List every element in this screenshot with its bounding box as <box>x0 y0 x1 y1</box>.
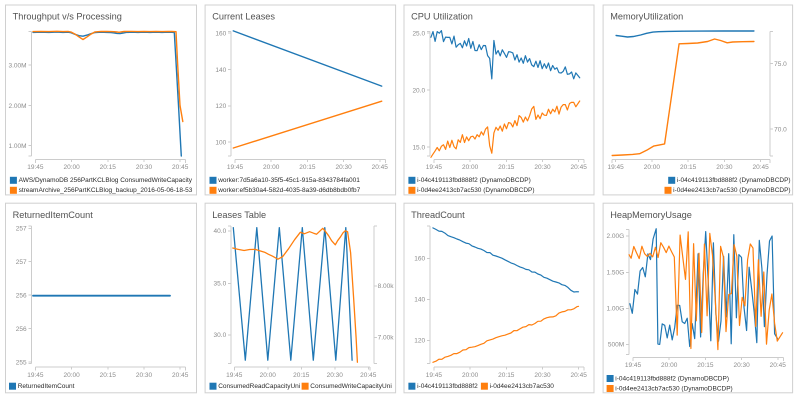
svg-text:CPU Utilization: CPU Utilization <box>411 12 473 22</box>
svg-text:19:45: 19:45 <box>426 164 443 171</box>
svg-text:20.0: 20.0 <box>412 87 425 94</box>
svg-text:20:30: 20:30 <box>136 164 153 171</box>
svg-text:i-04c419113fbd888f2 (DynamoDBC: i-04c419113fbd888f2 (DynamoDBCDP) <box>677 177 791 184</box>
svg-text:20:00: 20:00 <box>63 372 80 379</box>
svg-text:256: 256 <box>16 293 27 300</box>
svg-text:75.0: 75.0 <box>774 61 787 68</box>
svg-text:140: 140 <box>215 67 226 74</box>
svg-text:257: 257 <box>16 259 27 266</box>
svg-text:20:15: 20:15 <box>697 362 714 369</box>
svg-text:i-04c419113fbd888f2 (DynamoDBC: i-04c419113fbd888f2 (DynamoDBCDP) <box>417 177 531 184</box>
svg-text:20:15: 20:15 <box>100 372 117 379</box>
svg-text:40.0: 40.0 <box>214 228 227 235</box>
svg-text:20:15: 20:15 <box>100 164 117 171</box>
svg-text:19:45: 19:45 <box>625 362 642 369</box>
svg-text:AWS/DynamoDB 256PartKCLBlog Co: AWS/DynamoDB 256PartKCLBlog ConsumedWrit… <box>19 177 193 184</box>
svg-text:1.00G: 1.00G <box>606 306 624 313</box>
svg-text:160: 160 <box>215 30 226 37</box>
svg-text:worker:ef5b30a4-582d-4035-8a39: worker:ef5b30a4-582d-4035-8a39-d6db8bdb0… <box>217 187 360 194</box>
svg-text:i-0d4ee2413cb7ac530: i-0d4ee2413cb7ac530 <box>490 383 555 390</box>
svg-text:i-0d4ee2413cb7ac530 (DynamoDBC: i-0d4ee2413cb7ac530 (DynamoDBCDP) <box>673 187 790 194</box>
svg-text:30.0: 30.0 <box>214 332 227 339</box>
svg-text:3.00M: 3.00M <box>9 63 27 70</box>
svg-text:ReturnedItemCount: ReturnedItemCount <box>18 383 75 390</box>
svg-text:i-04c419113fbd888f2 (DynamoDBC: i-04c419113fbd888f2 (DynamoDBCDP) <box>615 375 729 382</box>
svg-text:2.00M: 2.00M <box>9 103 27 110</box>
svg-text:20:30: 20:30 <box>335 164 352 171</box>
svg-text:20:45: 20:45 <box>770 362 787 369</box>
svg-text:Current Leases: Current Leases <box>212 12 275 22</box>
svg-text:20:30: 20:30 <box>136 372 153 379</box>
svg-text:100: 100 <box>215 140 226 147</box>
svg-text:500M: 500M <box>608 342 624 349</box>
svg-text:20:00: 20:00 <box>63 164 80 171</box>
svg-text:19:45: 19:45 <box>426 372 443 379</box>
svg-text:HeapMemoryUsage: HeapMemoryUsage <box>610 210 692 220</box>
svg-text:20:00: 20:00 <box>462 372 479 379</box>
svg-text:20:15: 20:15 <box>498 372 515 379</box>
svg-text:19:45: 19:45 <box>27 164 44 171</box>
svg-text:257: 257 <box>16 226 27 233</box>
svg-text:20:30: 20:30 <box>733 362 750 369</box>
svg-text:20:45: 20:45 <box>172 372 189 379</box>
svg-text:20:30: 20:30 <box>716 164 733 171</box>
svg-text:20:30: 20:30 <box>534 164 551 171</box>
svg-text:ConsumedWriteCapacityUni: ConsumedWriteCapacityUni <box>310 383 392 390</box>
svg-text:35.0: 35.0 <box>214 281 227 288</box>
svg-text:15.0: 15.0 <box>412 144 425 151</box>
svg-text:Throughput v/s Processing: Throughput v/s Processing <box>13 12 122 22</box>
svg-text:20:00: 20:00 <box>263 164 280 171</box>
svg-text:Leases Table: Leases Table <box>212 210 266 220</box>
svg-text:i-04c419113fbd888f2: i-04c419113fbd888f2 <box>417 383 478 390</box>
svg-text:1.50G: 1.50G <box>606 270 624 277</box>
svg-text:20:45: 20:45 <box>172 164 189 171</box>
svg-text:160: 160 <box>414 256 425 263</box>
svg-text:ConsumedReadCapacityUni: ConsumedReadCapacityUni <box>218 383 300 390</box>
svg-text:i-0d4ee2413cb7ac530 (DynamoDBC: i-0d4ee2413cb7ac530 (DynamoDBCDP) <box>417 187 534 194</box>
svg-text:20:45: 20:45 <box>571 372 588 379</box>
svg-text:19:45: 19:45 <box>27 372 44 379</box>
svg-text:256: 256 <box>16 326 27 333</box>
svg-text:20:00: 20:00 <box>260 372 277 379</box>
svg-text:8.00k: 8.00k <box>378 283 395 290</box>
svg-text:20:30: 20:30 <box>327 372 344 379</box>
svg-text:20:30: 20:30 <box>534 372 551 379</box>
svg-text:255: 255 <box>16 359 27 366</box>
svg-text:worker:7d5a6a10-35f5-45c1-915a: worker:7d5a6a10-35f5-45c1-915a-8343784fa… <box>217 177 360 184</box>
svg-text:ReturnedItemCount: ReturnedItemCount <box>13 210 94 220</box>
svg-text:MemoryUtilization: MemoryUtilization <box>610 12 683 22</box>
svg-text:20:15: 20:15 <box>299 164 316 171</box>
svg-text:19:45: 19:45 <box>227 164 244 171</box>
svg-text:20:15: 20:15 <box>498 164 515 171</box>
svg-text:20:45: 20:45 <box>360 372 377 379</box>
svg-text:20:00: 20:00 <box>661 362 678 369</box>
svg-text:20:00: 20:00 <box>462 164 479 171</box>
svg-text:70.0: 70.0 <box>774 126 787 133</box>
svg-text:i-0d4ee2413cb7ac530 (DynamoDBC: i-0d4ee2413cb7ac530 (DynamoDBCDP) <box>615 385 732 392</box>
svg-text:120: 120 <box>215 103 226 110</box>
svg-text:140: 140 <box>414 297 425 304</box>
svg-text:20:00: 20:00 <box>644 164 661 171</box>
svg-text:streamArchive_256PartKCLBlog_b: streamArchive_256PartKCLBlog_backup_2016… <box>19 187 193 194</box>
svg-text:120: 120 <box>414 338 425 345</box>
svg-text:20:45: 20:45 <box>752 164 769 171</box>
svg-text:ThreadCount: ThreadCount <box>411 210 465 220</box>
svg-text:20:15: 20:15 <box>680 164 697 171</box>
svg-text:19:45: 19:45 <box>607 164 624 171</box>
svg-text:2.00G: 2.00G <box>606 233 624 240</box>
svg-text:1.00M: 1.00M <box>9 143 27 150</box>
svg-text:20:15: 20:15 <box>293 372 310 379</box>
svg-text:20:45: 20:45 <box>372 164 389 171</box>
svg-text:25.0: 25.0 <box>412 30 425 37</box>
svg-text:7.00k: 7.00k <box>378 335 395 342</box>
svg-text:19:45: 19:45 <box>226 372 243 379</box>
svg-text:20:45: 20:45 <box>571 164 588 171</box>
